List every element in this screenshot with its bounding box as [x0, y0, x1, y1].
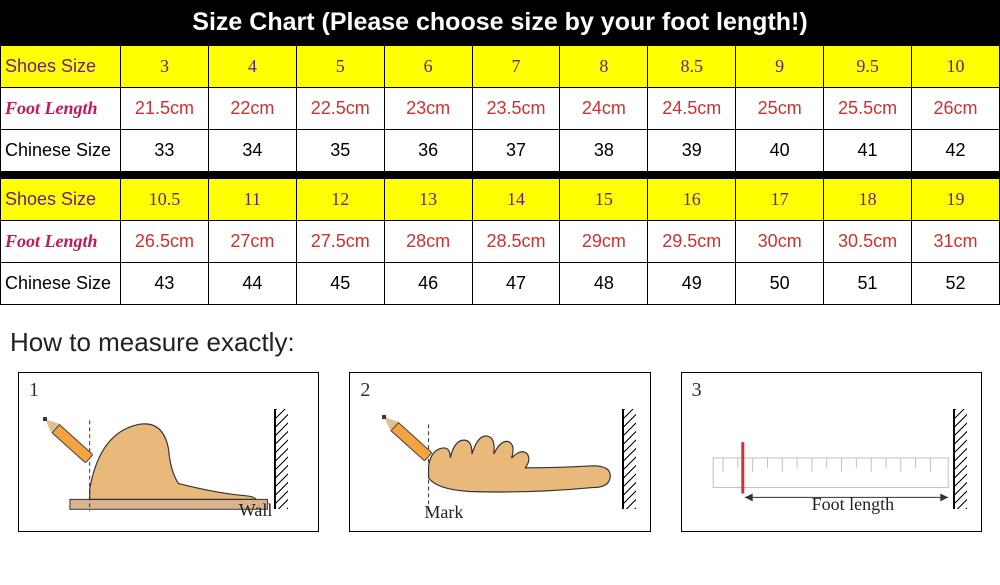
row-foot-1: Foot Length 21.5cm 22cm 22.5cm 23cm 23.5… — [1, 88, 1000, 130]
cell: 29.5cm — [648, 221, 736, 263]
row-chinese-2: Chinese Size 43 44 45 46 47 48 49 50 51 … — [1, 263, 1000, 305]
row-shoes-1: Shoes Size 3 4 5 6 7 8 8.5 9 9.5 10 — [1, 46, 1000, 88]
cell: 25cm — [736, 88, 824, 130]
cell: 46 — [384, 263, 472, 305]
howto-title: How to measure exactly: — [10, 327, 1000, 358]
cell: 27.5cm — [296, 221, 384, 263]
foot-top-icon — [350, 373, 649, 531]
cell: 23cm — [384, 88, 472, 130]
cell: 22cm — [208, 88, 296, 130]
cell: 16 — [648, 179, 736, 221]
wall-icon — [622, 409, 636, 509]
cell: 49 — [648, 263, 736, 305]
cell: 34 — [208, 130, 296, 172]
cell: 26.5cm — [121, 221, 209, 263]
cell: 15 — [560, 179, 648, 221]
cell: 4 — [208, 46, 296, 88]
cell: 24.5cm — [648, 88, 736, 130]
label-chinese: Chinese Size — [1, 130, 121, 172]
instruction-panels: 1 Wall 2 Mark 3 — [0, 372, 1000, 532]
cell: 18 — [824, 179, 912, 221]
cell: 3 — [121, 46, 209, 88]
cell: 42 — [912, 130, 1000, 172]
cell: 50 — [736, 263, 824, 305]
cell: 37 — [472, 130, 560, 172]
row-foot-2: Foot Length 26.5cm 27cm 27.5cm 28cm 28.5… — [1, 221, 1000, 263]
cell: 31cm — [912, 221, 1000, 263]
cell: 38 — [560, 130, 648, 172]
cell: 11 — [208, 179, 296, 221]
cell: 23.5cm — [472, 88, 560, 130]
cell: 6 — [384, 46, 472, 88]
mark-label: Mark — [424, 502, 463, 523]
cell: 44 — [208, 263, 296, 305]
label-chinese: Chinese Size — [1, 263, 121, 305]
cell: 21.5cm — [121, 88, 209, 130]
wall-label: Wall — [239, 500, 273, 521]
cell: 14 — [472, 179, 560, 221]
foot-length-label: Foot length — [812, 494, 895, 515]
cell: 33 — [121, 130, 209, 172]
cell: 27cm — [208, 221, 296, 263]
label-shoes: Shoes Size — [1, 179, 121, 221]
cell: 30.5cm — [824, 221, 912, 263]
cell: 41 — [824, 130, 912, 172]
cell: 47 — [472, 263, 560, 305]
label-shoes: Shoes Size — [1, 46, 121, 88]
wall-icon — [274, 409, 288, 509]
chart-title: Size Chart (Please choose size by your f… — [0, 0, 1000, 45]
label-foot: Foot Length — [1, 88, 121, 130]
cell: 9.5 — [824, 46, 912, 88]
cell: 52 — [912, 263, 1000, 305]
size-table-2: Shoes Size 10.5 11 12 13 14 15 16 17 18 … — [0, 178, 1000, 305]
label-foot: Foot Length — [1, 221, 121, 263]
cell: 8 — [560, 46, 648, 88]
cell: 24cm — [560, 88, 648, 130]
row-chinese-1: Chinese Size 33 34 35 36 37 38 39 40 41 … — [1, 130, 1000, 172]
size-table-1: Shoes Size 3 4 5 6 7 8 8.5 9 9.5 10 Foot… — [0, 45, 1000, 172]
cell: 36 — [384, 130, 472, 172]
cell: 25.5cm — [824, 88, 912, 130]
cell: 10 — [912, 46, 1000, 88]
cell: 5 — [296, 46, 384, 88]
panel-3: 3 — [681, 372, 982, 532]
cell: 12 — [296, 179, 384, 221]
cell: 28cm — [384, 221, 472, 263]
cell: 29cm — [560, 221, 648, 263]
wall-icon — [953, 409, 967, 509]
cell: 30cm — [736, 221, 824, 263]
cell: 35 — [296, 130, 384, 172]
cell: 17 — [736, 179, 824, 221]
cell: 19 — [912, 179, 1000, 221]
cell: 48 — [560, 263, 648, 305]
cell: 51 — [824, 263, 912, 305]
cell: 43 — [121, 263, 209, 305]
row-shoes-2: Shoes Size 10.5 11 12 13 14 15 16 17 18 … — [1, 179, 1000, 221]
panel-2: 2 Mark — [349, 372, 650, 532]
cell: 40 — [736, 130, 824, 172]
panel-1: 1 Wall — [18, 372, 319, 532]
cell: 28.5cm — [472, 221, 560, 263]
cell: 13 — [384, 179, 472, 221]
cell: 10.5 — [121, 179, 209, 221]
cell: 7 — [472, 46, 560, 88]
cell: 22.5cm — [296, 88, 384, 130]
cell: 9 — [736, 46, 824, 88]
cell: 26cm — [912, 88, 1000, 130]
cell: 39 — [648, 130, 736, 172]
cell: 45 — [296, 263, 384, 305]
cell: 8.5 — [648, 46, 736, 88]
